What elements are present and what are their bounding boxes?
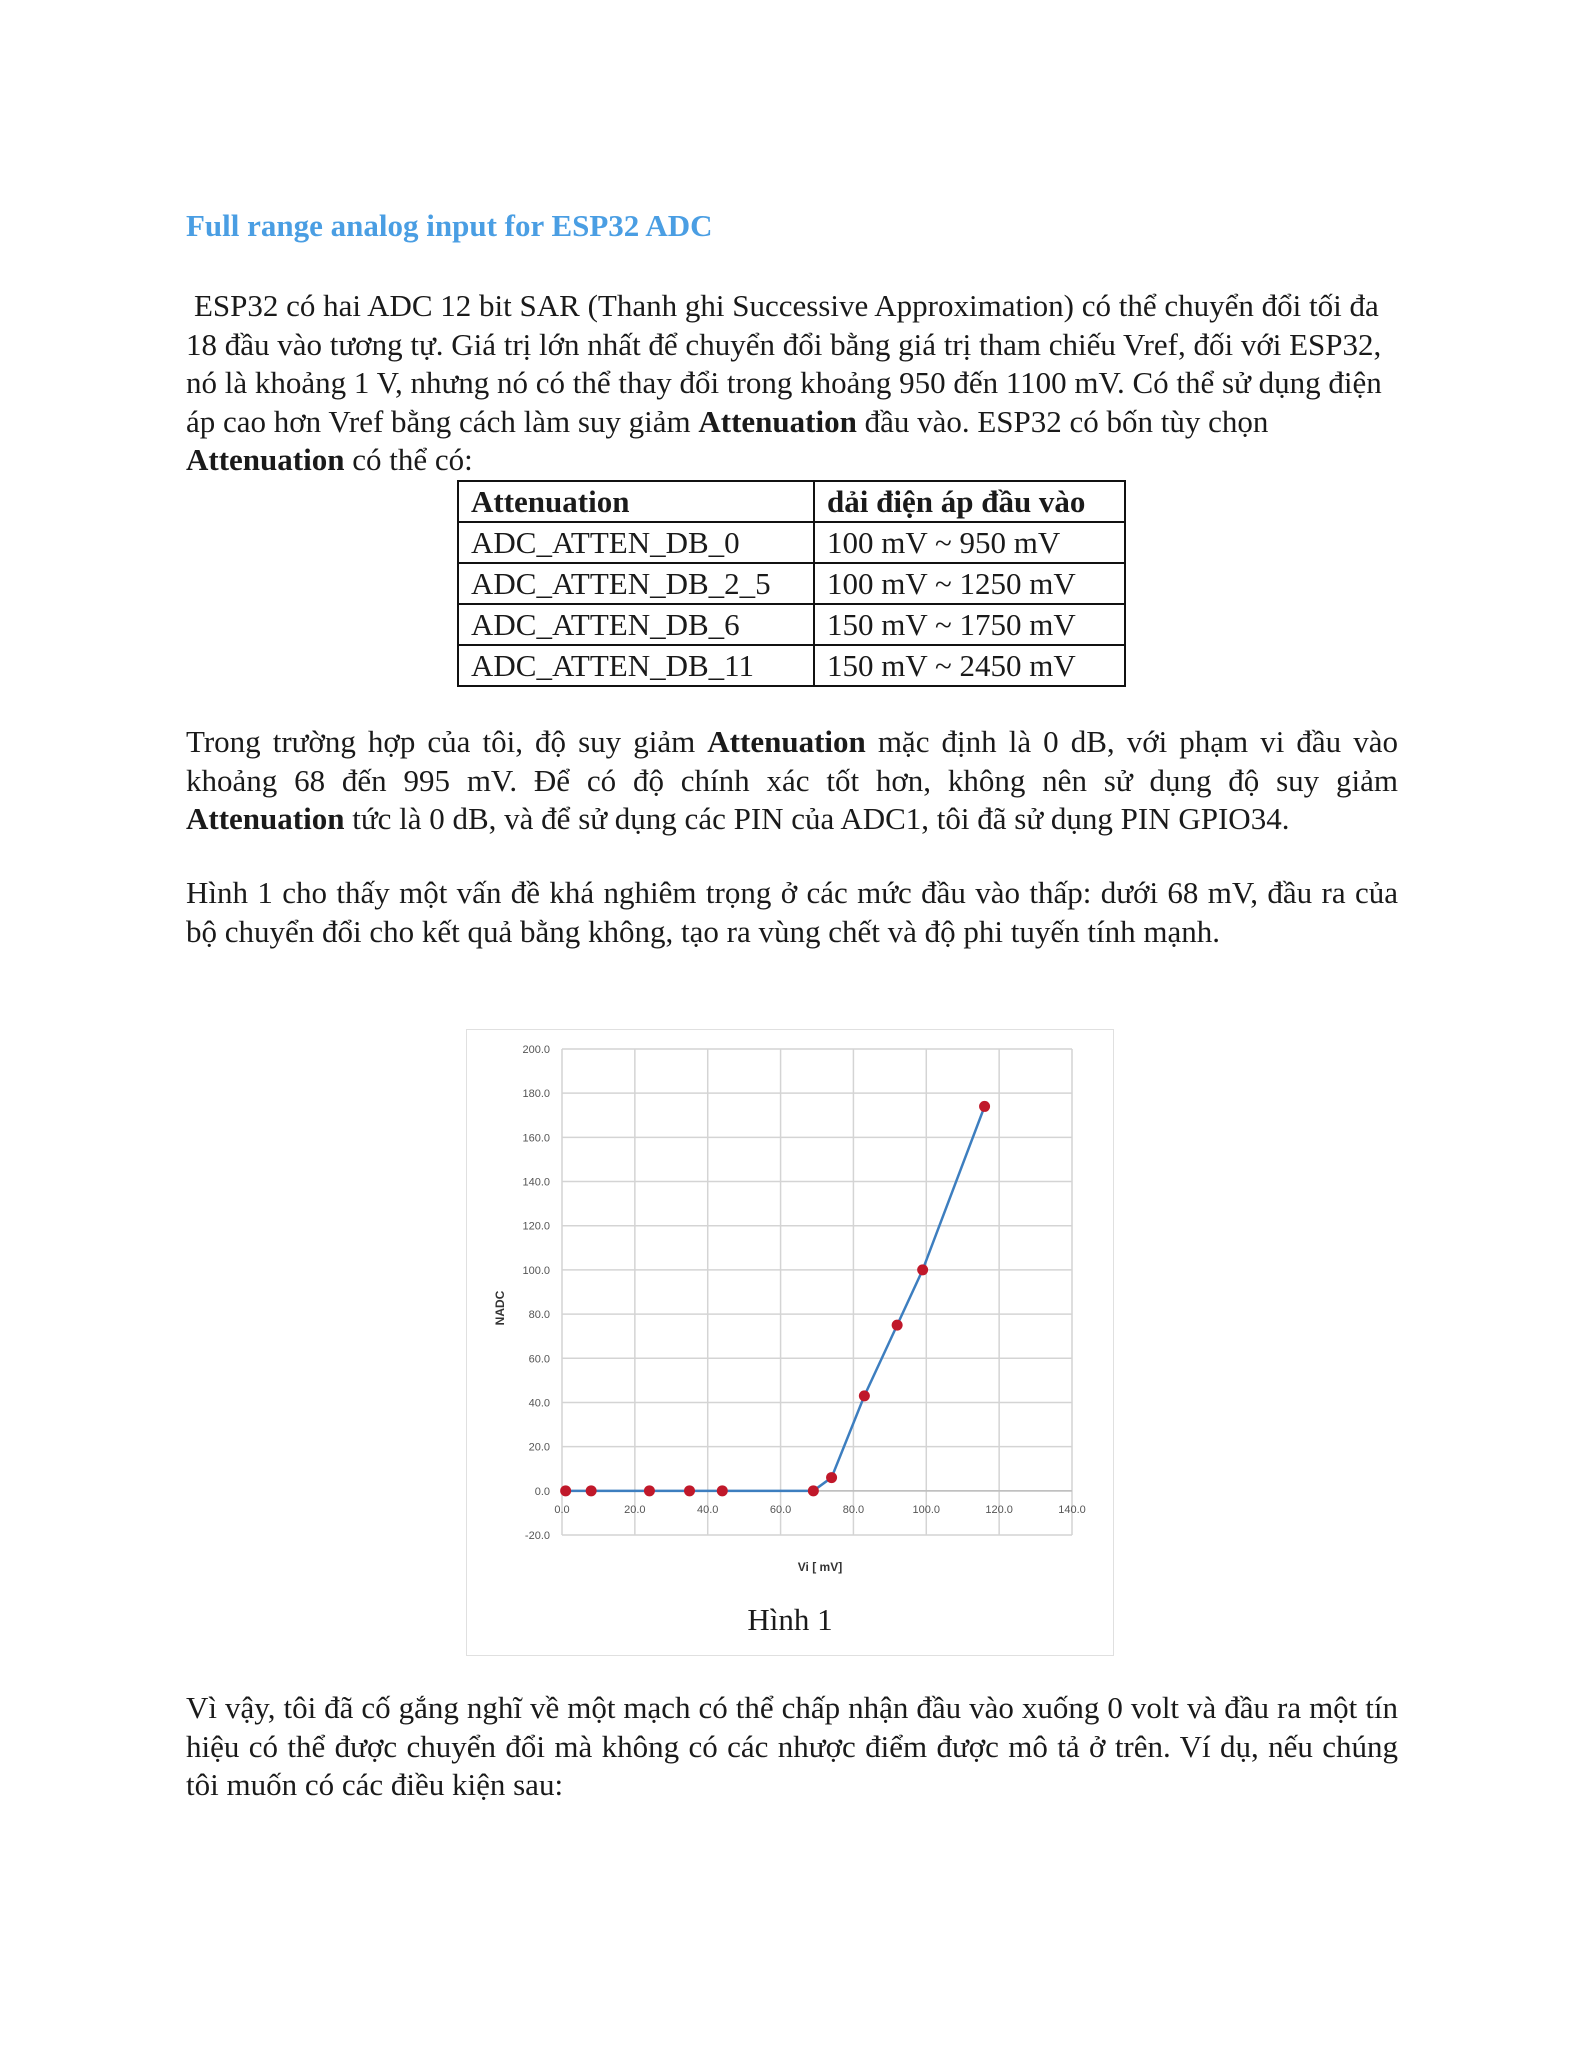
x-tick-label: 0.0 <box>554 1504 569 1516</box>
x-axis-label: Vi [ mV] <box>798 1560 842 1574</box>
table-cell-attenuation: ADC_ATTEN_DB_0 <box>457 521 815 564</box>
x-tick-label: 40.0 <box>697 1504 718 1516</box>
x-tick-label: 140.0 <box>1058 1504 1086 1516</box>
page-heading: Full range analog input for ESP32 ADC <box>186 208 713 243</box>
bold-term: Attenuation <box>186 442 345 477</box>
attenuation-table: Attenuation dải điện áp đầu vào ADC_ATTE… <box>457 480 1126 687</box>
figure-caption: Hình 1 <box>747 1602 833 1637</box>
y-tick-label: 20.0 <box>529 1442 550 1454</box>
table-cell-attenuation: ADC_ATTEN_DB_2_5 <box>457 562 815 605</box>
y-tick-label: 0.0 <box>535 1486 550 1498</box>
y-axis-label: NADC <box>493 1290 507 1325</box>
data-point <box>643 1485 655 1497</box>
text-segment: mặc định là 0 dB, với phạm vi đầu vào kh… <box>186 724 1398 798</box>
data-point <box>716 1485 728 1497</box>
data-point <box>891 1319 903 1331</box>
y-tick-label: 40.0 <box>529 1397 550 1409</box>
data-point <box>858 1390 870 1402</box>
table-cell-range: 150 mV ~ 1750 mV <box>813 603 1126 646</box>
y-tick-label: 200.0 <box>522 1044 550 1056</box>
text-segment: ESP32 có hai ADC 12 bit SAR (Thanh ghi S… <box>186 288 1382 439</box>
paragraph-attenuation-note: Trong trường hợp của tôi, độ suy giảm At… <box>186 723 1398 839</box>
bold-term: Attenuation <box>707 724 866 759</box>
y-tick-label: -20.0 <box>525 1530 550 1542</box>
data-point <box>585 1485 597 1497</box>
table-cell-range: 100 mV ~ 1250 mV <box>813 562 1126 605</box>
table-cell-range: 100 mV ~ 950 mV <box>813 521 1126 564</box>
x-tick-label: 100.0 <box>913 1504 941 1516</box>
table-row: ADC_ATTEN_DB_6 150 mV ~ 1750 mV <box>457 603 1126 646</box>
x-tick-label: 20.0 <box>624 1504 645 1516</box>
y-tick-label: 80.0 <box>529 1309 550 1321</box>
text-segment: Hình 1 cho thấy một vấn đề khá nghiêm tr… <box>186 875 1398 949</box>
paragraph-figure-description: Hình 1 cho thấy một vấn đề khá nghiêm tr… <box>186 874 1398 951</box>
table-cell-attenuation: ADC_ATTEN_DB_6 <box>457 603 815 646</box>
y-tick-label: 140.0 <box>522 1177 550 1189</box>
data-point <box>807 1485 819 1497</box>
data-point <box>979 1100 991 1112</box>
table-cell-range: 150 mV ~ 2450 mV <box>813 644 1126 687</box>
y-tick-label: 100.0 <box>522 1265 550 1277</box>
text-segment: có thể có: <box>344 442 473 477</box>
y-tick-label: 180.0 <box>522 1088 550 1100</box>
data-point <box>684 1485 695 1497</box>
data-point <box>917 1264 929 1276</box>
figure-1: -20.0 0.0 20.0 40.0 60.0 80.0 100.0 120.0 140.0 1… <box>466 1029 1114 1656</box>
y-tick-label: 60.0 <box>529 1353 550 1365</box>
paragraph-intro: ESP32 có hai ADC 12 bit SAR (Thanh ghi S… <box>186 287 1398 480</box>
y-tick-label: 160.0 <box>522 1132 550 1144</box>
table-header-row: Attenuation dải điện áp đầu vào <box>457 480 1126 523</box>
data-point <box>560 1485 572 1497</box>
adc-response-chart: -20.0 0.0 20.0 40.0 60.0 80.0 100.0 120.0 140.0 1… <box>493 1044 1086 1574</box>
text-segment: tức là 0 dB, và để sử dụng các PIN của A… <box>344 801 1290 836</box>
text-segment: Trong trường hợp của tôi, độ suy giảm <box>186 724 708 759</box>
table-header-voltage-range: dải điện áp đầu vào <box>813 480 1126 523</box>
bold-term: Attenuation <box>186 801 345 836</box>
table-cell-attenuation: ADC_ATTEN_DB_11 <box>457 644 815 687</box>
x-tick-label: 120.0 <box>985 1504 1013 1516</box>
paragraph-conclusion: Vì vậy, tôi đã cố gắng nghĩ về một mạch … <box>186 1689 1398 1805</box>
x-tick-label: 80.0 <box>843 1504 864 1516</box>
data-point <box>826 1472 838 1484</box>
table-header-attenuation: Attenuation <box>457 480 815 523</box>
table-row: ADC_ATTEN_DB_11 150 mV ~ 2450 mV <box>457 644 1126 687</box>
text-segment: đầu vào. ESP32 có bốn tùy chọn <box>856 403 1269 439</box>
x-tick-label: 60.0 <box>770 1504 791 1516</box>
bold-term: Attenuation <box>698 403 857 439</box>
text-segment: Vì vậy, tôi đã cố gắng nghĩ về một mạch … <box>186 1690 1398 1802</box>
table-row: ADC_ATTEN_DB_2_5 100 mV ~ 1250 mV <box>457 562 1126 605</box>
y-tick-label: 120.0 <box>522 1221 550 1233</box>
series-line <box>565 1105 986 1493</box>
table-row: ADC_ATTEN_DB_0 100 mV ~ 950 mV <box>457 521 1126 564</box>
